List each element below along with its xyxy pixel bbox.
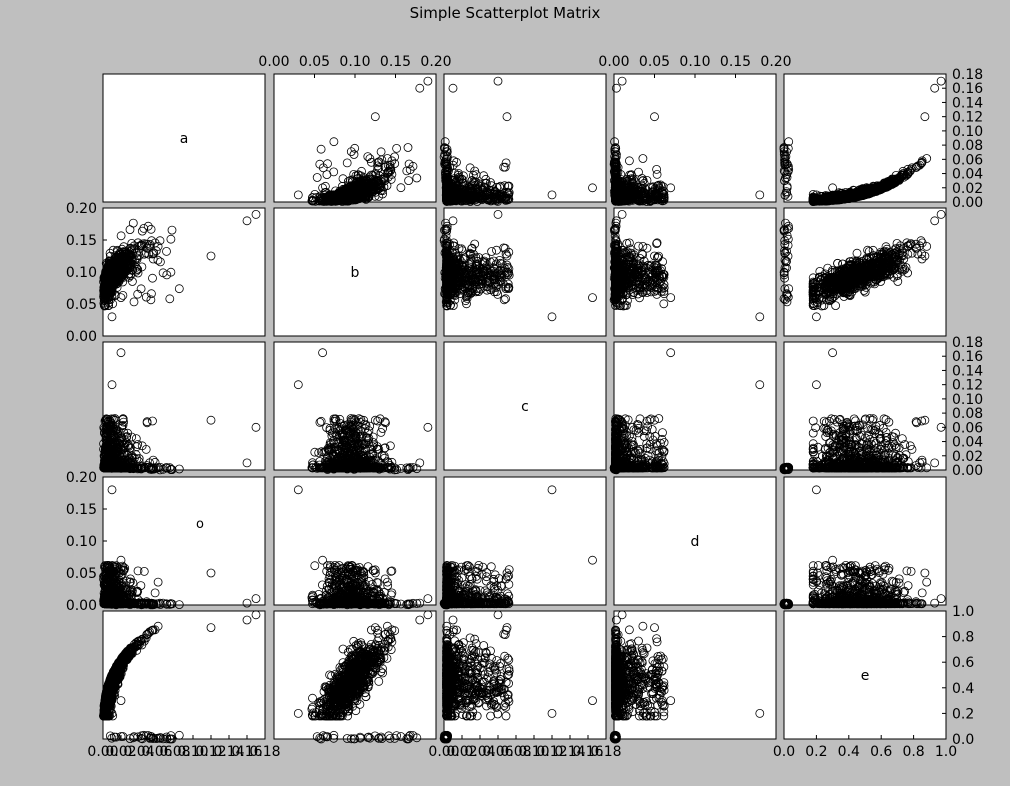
panel-b-a: [99, 207, 266, 337]
panel-a-d: [609, 73, 777, 206]
point-a-b: [402, 166, 412, 176]
point-a-b: [382, 181, 392, 191]
point-a-b: [349, 150, 359, 159]
panel-b-b: b: [273, 207, 437, 337]
chart-title: Simple Scatterplot Matrix: [409, 4, 601, 22]
point-a-b: [329, 137, 339, 147]
diagonal-label-b: b: [351, 265, 360, 281]
panel-a-b: [273, 73, 437, 206]
panel-a-e: [779, 73, 947, 206]
point-a-b: [405, 165, 415, 175]
diagonal-label-a: a: [180, 131, 189, 147]
point-a-b: [396, 183, 406, 193]
point-a-b: [316, 144, 326, 154]
point-a-b: [312, 173, 322, 182]
panel-frame-a-a: [102, 73, 266, 203]
panel-a-a: a: [102, 73, 266, 203]
point-a-b: [376, 147, 386, 157]
point-a-b: [350, 143, 360, 153]
panel-a-c: [439, 73, 607, 206]
point-a-b: [404, 176, 414, 186]
point-a-b: [392, 143, 402, 153]
point-a-b: [403, 143, 413, 152]
point-a-b: [365, 154, 375, 164]
panel-b-c: [439, 207, 607, 337]
point-a-b: [342, 158, 352, 168]
panel-frame-a-e: [783, 73, 947, 203]
point-a-b: [408, 161, 418, 171]
point-a-b: [412, 173, 422, 183]
point-a-b: [323, 159, 332, 169]
point-a-b: [320, 181, 330, 191]
panel-frame-a-d: [613, 73, 777, 203]
point-a-b: [346, 147, 356, 157]
point-a-b: [322, 170, 332, 180]
